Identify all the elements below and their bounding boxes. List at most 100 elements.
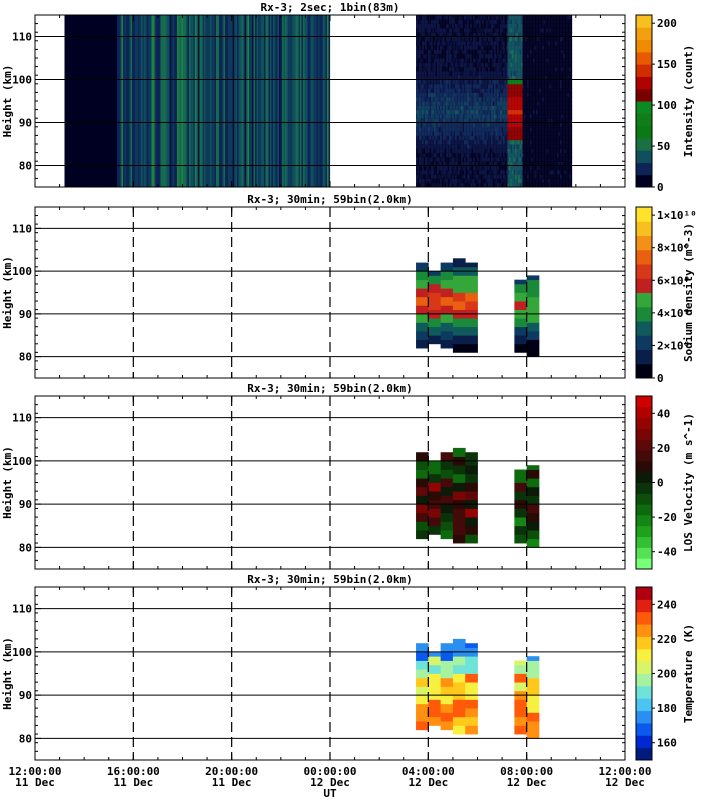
intensity-cell xyxy=(518,165,520,171)
intensity-cell xyxy=(498,161,501,166)
intensity-cell xyxy=(432,109,435,115)
intensity-cell xyxy=(425,182,427,187)
intensity-cell xyxy=(500,174,502,179)
intensity-cell xyxy=(540,152,543,158)
heatmap-cell xyxy=(514,343,528,353)
intensity-cell xyxy=(522,70,525,76)
intensity-cell xyxy=(534,169,537,175)
intensity-cell xyxy=(518,182,520,187)
intensity-cell xyxy=(473,152,475,158)
intensity-cell xyxy=(558,101,561,106)
intensity-cell xyxy=(465,105,468,111)
intensity-cell xyxy=(522,109,525,115)
intensity-cell xyxy=(465,83,468,89)
intensity-cell xyxy=(417,161,420,166)
intensity-cell xyxy=(563,32,565,37)
intensity-cell xyxy=(492,152,495,158)
intensity-cell xyxy=(422,169,424,175)
intensity-column xyxy=(309,15,311,187)
intensity-cell xyxy=(560,45,562,50)
intensity-cell xyxy=(437,113,439,119)
intensity-cell xyxy=(447,169,450,175)
intensity-cell xyxy=(528,45,531,50)
intensity-cell xyxy=(558,58,561,63)
intensity-cell xyxy=(545,83,547,89)
heatmap-cell xyxy=(416,677,429,687)
intensity-cell xyxy=(506,15,508,20)
intensity-cell xyxy=(563,174,565,179)
intensity-cell xyxy=(552,174,555,179)
intensity-cell xyxy=(458,161,460,166)
intensity-cell xyxy=(522,96,525,102)
intensity-cell xyxy=(477,156,480,162)
intensity-cell xyxy=(527,148,529,154)
intensity-cell xyxy=(518,53,520,59)
intensity-cell xyxy=(480,113,483,119)
intensity-cell xyxy=(563,156,565,162)
intensity-cell xyxy=(440,66,442,72)
intensity-cell xyxy=(453,32,456,37)
intensity-cell xyxy=(473,148,475,154)
intensity-cell xyxy=(564,182,567,187)
intensity-cell xyxy=(492,75,495,80)
intensity-cell xyxy=(468,79,471,85)
intensity-cell xyxy=(468,135,471,141)
intensity-cell xyxy=(435,161,438,166)
intensity-cell xyxy=(521,105,523,111)
intensity-cell xyxy=(438,15,441,20)
heatmap-cell xyxy=(465,283,478,293)
intensity-cell xyxy=(531,75,534,80)
intensity-cell xyxy=(446,96,448,102)
intensity-cell xyxy=(446,148,448,154)
intensity-cell xyxy=(479,75,481,80)
intensity-cell xyxy=(503,109,505,115)
intensity-cell xyxy=(510,156,513,162)
intensity-cell xyxy=(446,161,448,166)
intensity-cell xyxy=(473,58,475,63)
intensity-cell xyxy=(507,27,510,33)
intensity-cell xyxy=(566,40,568,46)
intensity-cell xyxy=(497,118,499,123)
intensity-cell xyxy=(567,79,570,85)
intensity-cell xyxy=(521,169,523,175)
intensity-cell xyxy=(420,174,423,179)
intensity-cell xyxy=(527,45,529,50)
intensity-cell xyxy=(486,139,489,145)
intensity-cell xyxy=(504,15,507,20)
intensity-cell xyxy=(438,118,441,123)
intensity-cell xyxy=(543,45,546,50)
intensity-cell xyxy=(569,83,571,89)
intensity-cell xyxy=(569,15,571,20)
intensity-cell xyxy=(503,105,505,111)
intensity-cell xyxy=(465,66,468,72)
intensity-cell xyxy=(489,27,492,33)
intensity-cell xyxy=(560,152,562,158)
intensity-cell xyxy=(557,118,559,123)
intensity-cell xyxy=(545,66,547,72)
intensity-cell xyxy=(482,131,484,136)
intensity-cell xyxy=(542,105,544,111)
intensity-cell xyxy=(519,165,522,171)
intensity-cell xyxy=(485,79,487,85)
intensity-cell xyxy=(491,152,493,158)
intensity-cell xyxy=(552,152,555,158)
y-tick-label: 90 xyxy=(19,498,32,511)
intensity-cell xyxy=(494,88,496,93)
intensity-cell xyxy=(474,144,477,149)
intensity-cell xyxy=(558,122,561,128)
intensity-cell xyxy=(566,101,568,106)
heatmap-cell xyxy=(440,262,454,272)
intensity-cell xyxy=(441,101,444,106)
intensity-cell xyxy=(431,182,433,187)
intensity-column xyxy=(141,15,143,187)
intensity-cell xyxy=(480,15,483,20)
heatmap-cell xyxy=(416,495,429,505)
intensity-cell xyxy=(519,118,522,123)
intensity-cell xyxy=(431,15,433,20)
intensity-cell xyxy=(486,135,489,141)
intensity-cell xyxy=(549,152,552,158)
intensity-cell xyxy=(470,75,472,80)
intensity-cell xyxy=(536,131,538,136)
intensity-cell xyxy=(425,126,427,132)
